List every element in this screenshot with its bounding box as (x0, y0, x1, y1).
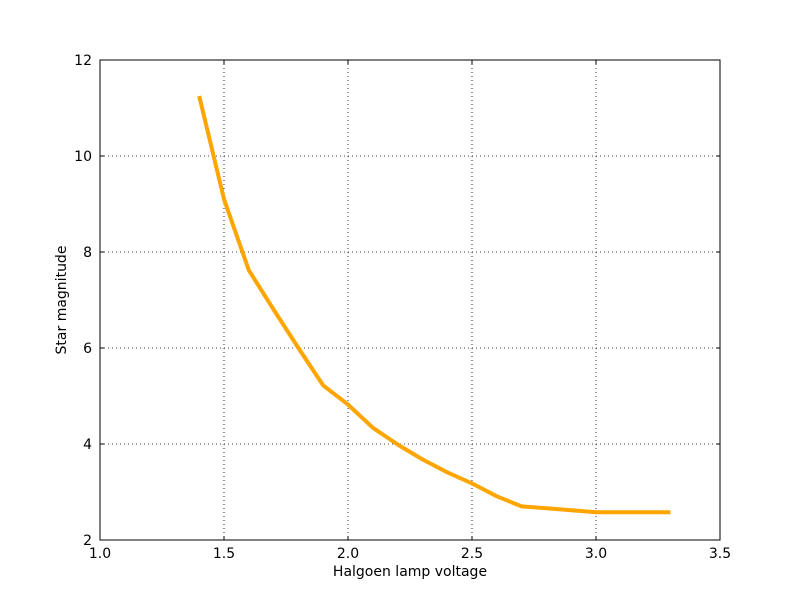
series-layer (197, 95, 671, 515)
x-tick-label: 3.0 (585, 546, 607, 562)
x-tick-label: 2.0 (337, 546, 359, 562)
x-tick-label: 1.5 (213, 546, 235, 562)
y-tick-label: 10 (74, 149, 92, 165)
x-axis-label: Halgoen lamp voltage (333, 564, 487, 580)
x-tick-label: 2.5 (461, 546, 483, 562)
axis-ticks: 1.0 1.5 2.0 2.5 3.0 3.5 2 4 6 8 10 12 (74, 53, 731, 562)
x-tick-label: 1.0 (89, 546, 111, 562)
y-tick-label: 2 (83, 533, 92, 549)
y-tick-label: 8 (83, 245, 92, 261)
grid-lines (100, 60, 720, 540)
y-tick-label: 12 (74, 53, 92, 69)
plot-area (100, 60, 720, 540)
y-axis-label: Star magnitude (54, 246, 70, 355)
x-tick-label: 3.5 (709, 546, 731, 562)
y-tick-label: 6 (83, 341, 92, 357)
plot-frame (99, 59, 721, 541)
y-tick-label: 4 (83, 437, 92, 453)
series-line (197, 95, 671, 515)
